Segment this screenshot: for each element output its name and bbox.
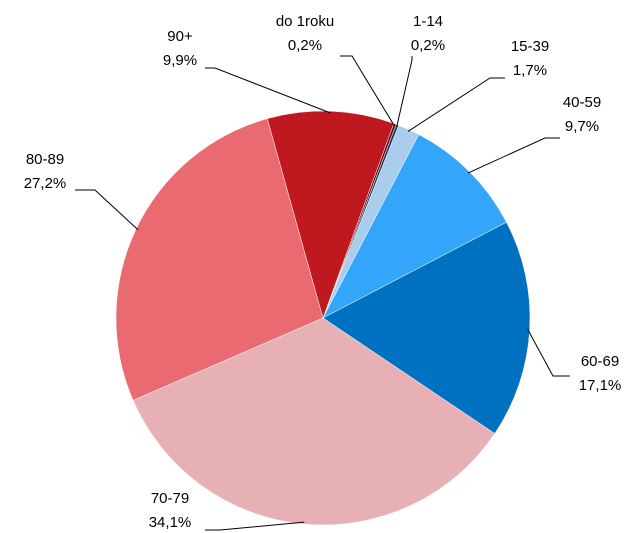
slice-label: do 1roku [276, 13, 334, 30]
pie-slice [322, 221, 531, 434]
slice-value-label: 34,1% [149, 514, 192, 531]
slice-value-label: 0,2% [411, 37, 445, 54]
slice-value-label: 9,9% [163, 52, 197, 69]
slice-value-label: 27,2% [24, 175, 67, 192]
slice-label: 90+ [167, 28, 193, 45]
leader-line [396, 56, 413, 127]
pie-slice [267, 110, 395, 319]
slice-value-label: 9,7% [565, 118, 599, 135]
slice-label: 70-79 [151, 490, 189, 507]
slice-label: 80-89 [26, 151, 64, 168]
leader-line [407, 77, 505, 132]
leader-line [340, 55, 395, 127]
slice-label: 40-59 [563, 94, 601, 111]
leader-line [467, 137, 560, 174]
slice-value-label: 17,1% [579, 377, 622, 394]
leader-line [75, 189, 139, 231]
leader-line [527, 329, 570, 377]
slice-label: 15-39 [511, 38, 549, 55]
slice-value-label: 1,7% [513, 62, 547, 79]
leader-line [205, 521, 305, 531]
leader-line [205, 67, 332, 114]
slice-value-label: 0,2% [288, 37, 322, 54]
pie-slice [132, 317, 496, 526]
slice-label: 60-69 [581, 353, 619, 370]
pie-slice [322, 134, 507, 319]
slice-label: 1-14 [413, 13, 443, 30]
pie-slice [115, 118, 324, 401]
